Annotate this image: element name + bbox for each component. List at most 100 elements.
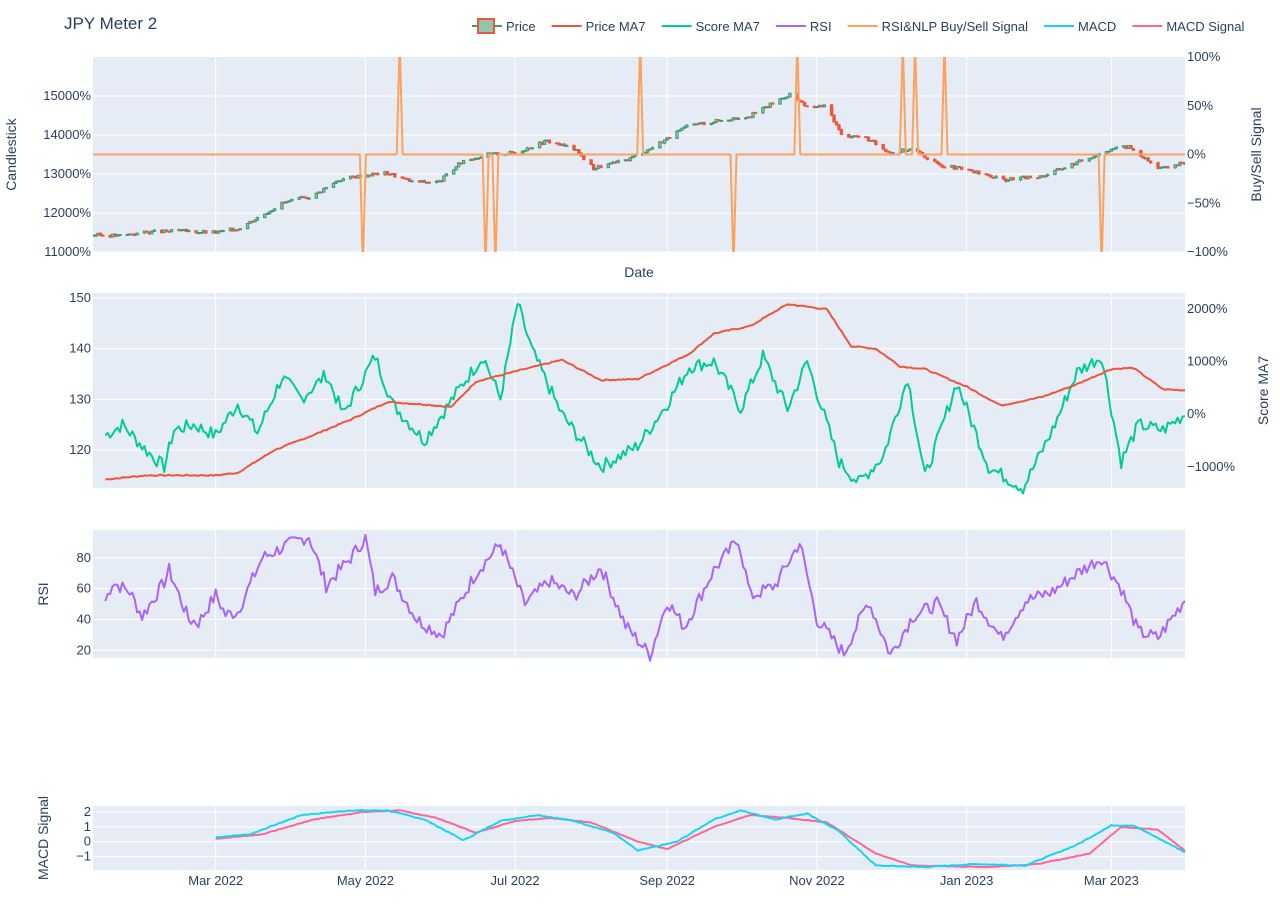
candle-body [932, 158, 937, 162]
candle-body [719, 119, 723, 122]
x-tick-label: Sep 2022 [639, 873, 695, 888]
candle-body [800, 100, 804, 103]
legend-item[interactable]: MACD Signal [1132, 19, 1244, 34]
macd-ytick-left: 0 [84, 834, 91, 849]
candle-body [152, 229, 157, 232]
price-ylabel-left: Candlestick [3, 117, 19, 190]
candle-body [685, 124, 689, 128]
candle-body [341, 178, 346, 182]
candle-body [594, 167, 598, 171]
candle-body [1075, 161, 1079, 166]
legend-label: Price [506, 19, 536, 34]
candle-body [582, 155, 586, 161]
rsi-ytick-left: 20 [77, 642, 91, 657]
macd-ytick-left: 2 [84, 804, 91, 819]
candle-body [805, 105, 809, 108]
rsi-line [104, 533, 1186, 662]
candle-body [272, 208, 277, 212]
candle-body [204, 230, 208, 234]
candle-body [314, 192, 319, 199]
candle-body [444, 173, 449, 177]
candle-body [977, 170, 981, 175]
ma-ytick-left: 150 [69, 290, 91, 305]
candle-body [98, 232, 103, 236]
candle-body [169, 229, 174, 233]
candle-body [658, 141, 662, 149]
macd-line [215, 809, 1186, 869]
candle-body [908, 148, 912, 151]
candle-body [839, 129, 844, 135]
candle-body [631, 155, 635, 159]
candle-body [680, 127, 684, 131]
candle-body [1043, 175, 1047, 178]
legend-item[interactable]: RSI [775, 19, 832, 34]
candle-body [847, 133, 851, 138]
candle-body [940, 164, 944, 168]
ma-ytick-left: 140 [69, 341, 91, 356]
candle-body [751, 111, 755, 118]
legend-label: MACD [1078, 19, 1116, 34]
x-tick-label: Mar 2023 [1084, 873, 1139, 888]
candle-body [164, 229, 169, 232]
candle-body [287, 200, 292, 203]
candle-body [589, 159, 593, 166]
panel-rsi: 20 40 60 80 RSI [35, 530, 1186, 662]
price-ytick-right: 100% [1187, 49, 1221, 64]
ma-ytick-right: 2000% [1187, 301, 1228, 316]
candle-body [290, 198, 294, 202]
price-ytick-left: 12000% [43, 205, 91, 220]
candle-body [280, 201, 284, 210]
candle-body [606, 163, 611, 169]
candle-body [1018, 176, 1023, 181]
legend-item[interactable]: Price [472, 18, 536, 34]
candle-body [648, 148, 652, 151]
legend[interactable]: Price Price MA7 Score MA7 RSI RSI&NLP Buy/Se… [472, 18, 1244, 34]
candle-body [883, 148, 888, 152]
legend-label: Score MA7 [696, 19, 760, 34]
candle-body [479, 156, 483, 159]
signal-line [93, 57, 1185, 252]
ma-ytick-right: 1000% [1187, 354, 1228, 369]
ma-ytick-right: 0% [1187, 406, 1206, 421]
candle-body [599, 165, 603, 169]
candle-body [663, 139, 667, 144]
candle-body [194, 230, 198, 234]
candle-body [832, 114, 836, 123]
candle-body [761, 106, 765, 114]
candle-body [837, 124, 841, 131]
candle-body [321, 188, 326, 193]
candle-body [729, 119, 733, 122]
candle-body [334, 181, 338, 184]
price-ytick-right: −100% [1187, 244, 1228, 259]
candle-body [307, 197, 311, 200]
candle-body [537, 141, 542, 149]
candle-body [255, 217, 260, 221]
macd-ytick-left: −1 [76, 849, 91, 864]
rsi-ytick-left: 60 [77, 581, 91, 596]
candle-body [572, 144, 576, 151]
candle-body [702, 122, 706, 126]
candle-body [263, 213, 267, 219]
legend-item[interactable]: MACD [1044, 19, 1116, 34]
candle-body [1141, 155, 1145, 159]
candle-body [410, 180, 414, 183]
candle-body [866, 136, 871, 142]
legend-item[interactable]: RSI&NLP Buy/Sell Signal [847, 19, 1029, 34]
price-ylabel-right: Buy/Sell Signal [1248, 107, 1264, 201]
legend-label: RSI&NLP Buy/Sell Signal [882, 19, 1029, 34]
legend-item[interactable]: Price MA7 [551, 19, 646, 34]
candle-body [609, 162, 613, 165]
candle-body [1060, 168, 1065, 171]
price-ytick-right: 50% [1187, 98, 1213, 113]
legend-label: RSI [810, 19, 832, 34]
rsi-ylabel-left: RSI [35, 582, 51, 605]
legend-item[interactable]: Score MA7 [661, 19, 760, 34]
ma-ylabel-right: Score MA7 [1255, 356, 1271, 425]
candle-body [454, 166, 458, 171]
candle-body [989, 175, 993, 178]
chart-title: JPY Meter 2 [64, 14, 157, 33]
candle-body [891, 152, 895, 155]
candle-body [822, 104, 826, 108]
candle-body [1080, 159, 1084, 162]
